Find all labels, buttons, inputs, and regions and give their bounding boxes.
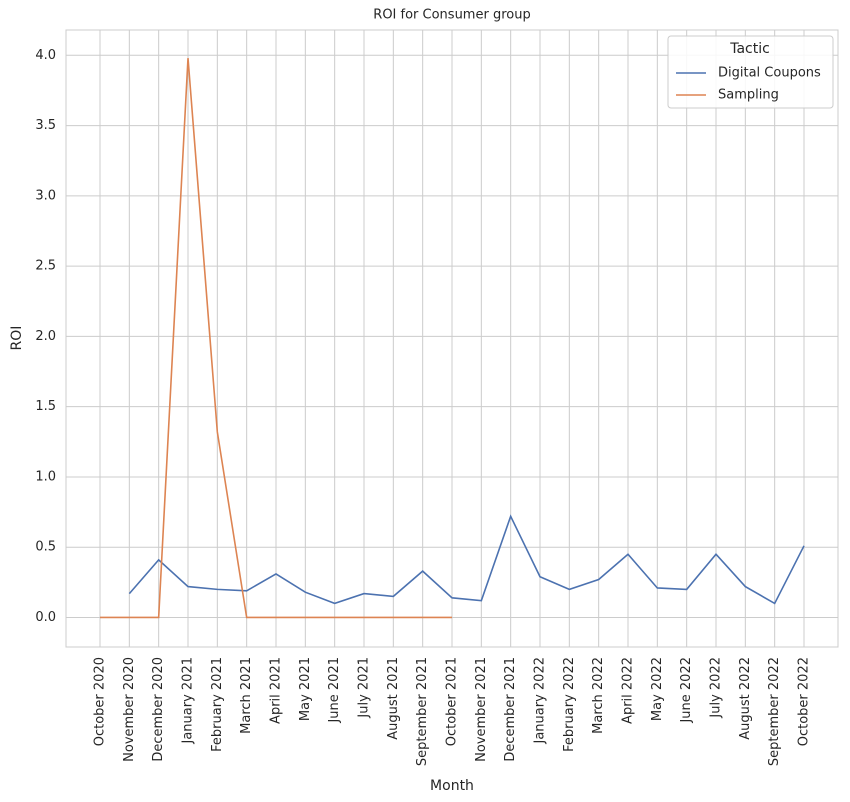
series-line (100, 58, 452, 619)
x-tick-label: May 2022 (650, 657, 665, 721)
legend-box (667, 35, 834, 109)
x-tick-label: October 2022 (797, 657, 812, 746)
x-tick-label: December 2021 (503, 657, 518, 762)
y-tick-label: 2.0 (35, 329, 56, 344)
x-tick-label: January 2021 (181, 657, 196, 745)
x-tick-label: December 2020 (151, 657, 166, 762)
x-tick-label: June 2021 (327, 657, 342, 724)
x-axis-label: Month (430, 778, 474, 794)
y-tick-label: 2.5 (35, 259, 56, 274)
x-tick-label: January 2022 (533, 657, 548, 745)
x-tick-label: July 2022 (709, 657, 724, 719)
x-tick-label: July 2021 (357, 657, 372, 719)
x-tick-label: March 2022 (591, 657, 606, 734)
x-tick-label: August 2021 (386, 657, 401, 740)
x-tick-label: November 2021 (474, 657, 489, 762)
plot-frame (65, 29, 839, 648)
y-tick-label: 1.5 (35, 399, 56, 414)
y-tick-label: 3.5 (35, 118, 56, 133)
x-tick-label: October 2020 (93, 657, 108, 746)
y-tick-label: 1.0 (35, 469, 56, 484)
x-tick-label: August 2022 (738, 657, 753, 740)
x-tick-label: September 2021 (415, 657, 430, 766)
x-tick-label: October 2021 (445, 657, 460, 746)
legend-title: Tactic (729, 41, 770, 57)
y-tick-label: 4.0 (35, 48, 56, 63)
x-tick-label: April 2021 (269, 657, 284, 724)
x-tick-label: February 2021 (210, 657, 225, 752)
y-axis-label: ROI (9, 326, 25, 351)
x-tick-label: May 2021 (298, 657, 313, 721)
y-tick-label: 0.5 (35, 540, 56, 555)
legend-label: Digital Coupons (718, 66, 821, 81)
x-tick-label: September 2022 (767, 657, 782, 766)
x-tick-label: February 2022 (562, 657, 577, 752)
x-tick-label: March 2021 (239, 657, 254, 734)
chart-title: ROI for Consumer group (373, 8, 530, 23)
y-tick-label: 0.0 (35, 610, 56, 625)
x-tick-label: November 2020 (122, 657, 137, 762)
x-tick-label: June 2022 (679, 657, 694, 724)
y-tick-label: 3.0 (35, 188, 56, 203)
series-line (128, 514, 805, 605)
x-tick-label: April 2022 (621, 657, 636, 724)
legend-label: Sampling (718, 88, 779, 103)
